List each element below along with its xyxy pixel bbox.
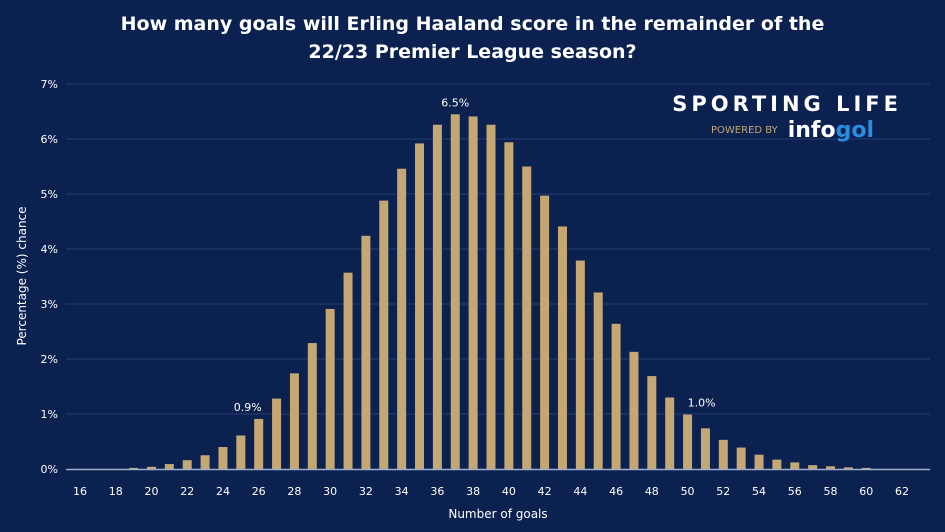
x-tick-label: 48 — [645, 485, 659, 498]
bar — [129, 467, 139, 469]
sporting-life-logo: SPORTING LIFE POWERED BY infogol — [650, 92, 910, 143]
bar — [307, 343, 317, 469]
bar — [665, 397, 675, 469]
x-tick-label: 32 — [359, 485, 373, 498]
logo-name: SPORTING LIFE — [672, 92, 902, 116]
bar — [146, 466, 156, 469]
bar — [450, 114, 460, 469]
bar — [593, 292, 603, 469]
bar — [718, 439, 728, 469]
x-axis-label: Number of goals — [448, 507, 547, 521]
bar — [432, 124, 442, 469]
bar — [164, 464, 174, 469]
x-tick-label: 16 — [73, 485, 87, 498]
powered-by-text: POWERED BY — [711, 125, 778, 136]
x-tick-label: 44 — [573, 485, 587, 498]
bar — [468, 116, 478, 469]
x-tick-label: 22 — [180, 485, 194, 498]
bar — [361, 235, 371, 469]
x-tick-label: 36 — [430, 485, 444, 498]
bar — [236, 435, 246, 469]
bar — [379, 200, 389, 469]
bar — [557, 226, 567, 469]
x-tick-label: 38 — [466, 485, 480, 498]
y-tick-label: 2% — [41, 353, 58, 366]
x-tick-label: 62 — [895, 485, 909, 498]
bar — [200, 455, 210, 469]
bar — [611, 323, 621, 469]
x-tick-label: 28 — [287, 485, 301, 498]
y-tick-label: 6% — [41, 133, 58, 146]
y-tick-label: 0% — [41, 463, 58, 476]
bar — [272, 398, 282, 469]
x-tick-label: 42 — [538, 485, 552, 498]
data-label: 6.5% — [441, 96, 469, 109]
bar — [808, 465, 818, 469]
title-line-2: 22/23 Premier League season? — [308, 41, 637, 63]
infogol-logo: infogol — [787, 118, 874, 143]
bar — [182, 460, 192, 469]
bar — [843, 467, 853, 469]
x-tick-label: 54 — [752, 485, 766, 498]
bar — [343, 272, 353, 469]
bar — [289, 373, 299, 469]
bar — [700, 428, 710, 469]
data-label: 0.9% — [234, 401, 262, 414]
bar — [522, 166, 532, 469]
x-tick-label: 24 — [216, 485, 230, 498]
bar — [647, 376, 657, 469]
x-tick-label: 34 — [395, 485, 409, 498]
x-tick-label: 58 — [824, 485, 838, 498]
bar — [772, 459, 782, 469]
x-tick-label: 56 — [788, 485, 802, 498]
bar — [218, 447, 228, 469]
data-label: 1.0% — [688, 397, 716, 410]
chart-title: How many goals will Erling Haaland score… — [0, 10, 945, 66]
y-tick-label: 1% — [41, 408, 58, 421]
bar — [826, 466, 836, 469]
x-tick-label: 60 — [859, 485, 873, 498]
bar — [325, 308, 335, 469]
bar — [415, 143, 425, 469]
x-tick-label: 26 — [252, 485, 266, 498]
x-tick-label: 40 — [502, 485, 516, 498]
bar — [861, 467, 871, 469]
x-tick-label: 18 — [109, 485, 123, 498]
title-line-1: How many goals will Erling Haaland score… — [120, 13, 825, 35]
bar — [397, 168, 407, 469]
x-tick-label: 50 — [681, 485, 695, 498]
x-tick-label: 30 — [323, 485, 337, 498]
x-tick-label: 20 — [144, 485, 158, 498]
bar — [540, 195, 550, 469]
bar — [629, 351, 639, 469]
bar — [736, 447, 746, 469]
bar — [790, 462, 800, 469]
bar — [504, 142, 514, 470]
y-tick-label: 4% — [41, 243, 58, 256]
y-tick-label: 5% — [41, 188, 58, 201]
y-axis-label: Percentage (%) chance — [15, 206, 29, 345]
x-tick-label: 46 — [609, 485, 623, 498]
x-tick-label: 52 — [716, 485, 730, 498]
y-tick-label: 7% — [41, 78, 58, 91]
y-tick-label: 3% — [41, 298, 58, 311]
bar — [754, 454, 764, 469]
bar — [683, 414, 693, 469]
bar — [254, 418, 264, 469]
bar — [486, 124, 496, 469]
bar — [575, 260, 585, 469]
